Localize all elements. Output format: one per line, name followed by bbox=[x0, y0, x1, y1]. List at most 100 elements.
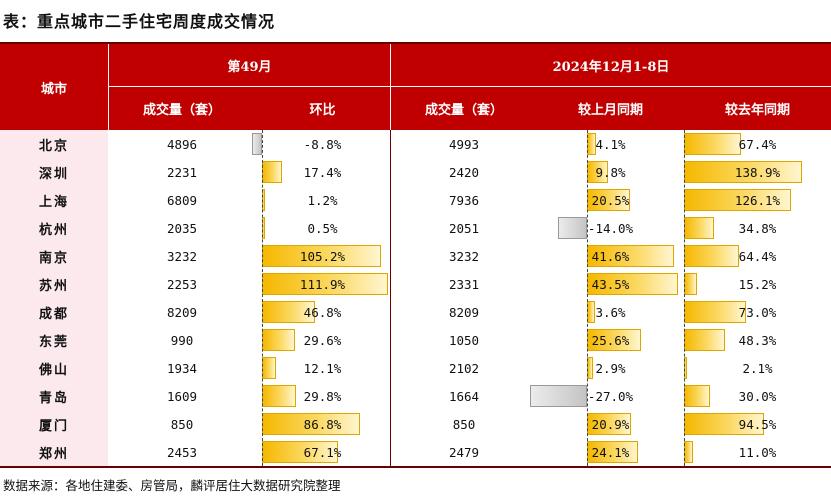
yoy-change-label: 94.5% bbox=[738, 416, 777, 432]
yoy-change: 2.1% bbox=[684, 354, 831, 382]
mom-change-label: 20.9% bbox=[591, 416, 630, 432]
week-volume: 2231 bbox=[166, 164, 198, 180]
table-row: 佛山 1934 12.1% 2102 2.9% 2.1% bbox=[0, 354, 831, 382]
week-volume: 2453 bbox=[166, 444, 198, 460]
yoy-change-label: 67.4% bbox=[738, 136, 777, 152]
city-name: 厦门 bbox=[0, 410, 108, 438]
header-city: 城市 bbox=[0, 44, 108, 130]
yoy-change-label: 126.1% bbox=[734, 192, 781, 208]
period-volume: 2051 bbox=[448, 220, 480, 236]
week-change: 12.1% bbox=[255, 354, 390, 382]
yoy-change: 48.3% bbox=[684, 326, 831, 354]
mom-change-label: 4.1% bbox=[595, 136, 626, 152]
header-period-volume: 成交量（套） bbox=[391, 87, 537, 130]
table-title: 表：重点城市二手住宅周度成交情况 bbox=[3, 12, 276, 31]
mom-change-label: 20.5% bbox=[591, 192, 630, 208]
week-change-label: 111.9% bbox=[299, 276, 346, 292]
period-volume: 2102 bbox=[448, 360, 480, 376]
mom-change: 43.5% bbox=[537, 270, 684, 298]
zero-axis bbox=[262, 130, 263, 466]
yoy-change-label: 11.0% bbox=[738, 444, 777, 460]
week-change: 1.2% bbox=[255, 186, 390, 214]
mom-change-label: 9.8% bbox=[595, 164, 626, 180]
header-yoy: 较去年同期 bbox=[684, 87, 831, 130]
period-volume: 1050 bbox=[448, 332, 480, 348]
table-row: 东莞 990 29.6% 1050 25.6% 48.3% bbox=[0, 326, 831, 354]
table-row: 深圳 2231 17.4% 2420 9.8% 138.9% bbox=[0, 158, 831, 186]
week-change-label: 0.5% bbox=[307, 220, 338, 236]
header-period-group: 2024年12月1-8日 bbox=[391, 44, 831, 86]
period-volume: 3232 bbox=[448, 248, 480, 264]
city-name: 苏州 bbox=[0, 270, 108, 298]
yoy-change: 138.9% bbox=[684, 158, 831, 186]
header-week-group: 第49月 bbox=[109, 44, 390, 86]
week-change: 86.8% bbox=[255, 410, 390, 438]
week-change-bar bbox=[252, 133, 262, 155]
period-volume: 2479 bbox=[448, 444, 480, 460]
zero-axis bbox=[587, 130, 588, 466]
week-change-label: 86.8% bbox=[303, 416, 342, 432]
table-row: 成都 8209 46.8% 8209 3.6% 73.0% bbox=[0, 298, 831, 326]
week-change-label: 1.2% bbox=[307, 192, 338, 208]
yoy-change: 126.1% bbox=[684, 186, 831, 214]
period-volume: 8209 bbox=[448, 304, 480, 320]
mom-change-label: -14.0% bbox=[587, 220, 634, 236]
week-volume: 4896 bbox=[166, 136, 198, 152]
mom-change: 2.9% bbox=[537, 354, 684, 382]
city-name: 郑州 bbox=[0, 438, 108, 466]
yoy-change-label: 138.9% bbox=[734, 164, 781, 180]
mom-change: 9.8% bbox=[537, 158, 684, 186]
mom-change: -27.0% bbox=[537, 382, 684, 410]
week-volume: 990 bbox=[170, 332, 194, 348]
week-change: -8.8% bbox=[255, 130, 390, 158]
source-note: 数据来源：各地住建委、房管局，麟评居住大数据研究院整理 bbox=[3, 478, 341, 493]
yoy-change: 30.0% bbox=[684, 382, 831, 410]
week-change-label: 105.2% bbox=[299, 248, 346, 264]
mom-change: 25.6% bbox=[537, 326, 684, 354]
week-change-label: 29.8% bbox=[303, 388, 342, 404]
yoy-change-label: 15.2% bbox=[738, 276, 777, 292]
header-divider bbox=[108, 44, 109, 130]
table-row: 郑州 2453 67.1% 2479 24.1% 11.0% bbox=[0, 438, 831, 466]
city-name: 青岛 bbox=[0, 382, 108, 410]
top-rule bbox=[0, 42, 831, 44]
mom-change-label: 43.5% bbox=[591, 276, 630, 292]
mom-change-bar bbox=[530, 385, 587, 407]
yoy-change-label: 64.4% bbox=[738, 248, 777, 264]
week-change: 46.8% bbox=[255, 298, 390, 326]
week-volume: 1609 bbox=[166, 388, 198, 404]
table-row: 上海 6809 1.2% 7936 20.5% 126.1% bbox=[0, 186, 831, 214]
week-change-label: -8.8% bbox=[303, 136, 342, 152]
yoy-change-label: 34.8% bbox=[738, 220, 777, 236]
yoy-change: 64.4% bbox=[684, 242, 831, 270]
week-volume: 6809 bbox=[166, 192, 198, 208]
yoy-change: 73.0% bbox=[684, 298, 831, 326]
week-change-label: 17.4% bbox=[303, 164, 342, 180]
mom-change-label: 41.6% bbox=[591, 248, 630, 264]
period-volume: 850 bbox=[452, 416, 476, 432]
table-row: 杭州 2035 0.5% 2051 -14.0% 34.8% bbox=[0, 214, 831, 242]
period-volume: 7936 bbox=[448, 192, 480, 208]
table-row: 北京 4896 -8.8% 4993 4.1% 67.4% bbox=[0, 130, 831, 158]
week-change-label: 12.1% bbox=[303, 360, 342, 376]
table-row: 苏州 2253 111.9% 2331 43.5% 15.2% bbox=[0, 270, 831, 298]
header-divider bbox=[109, 86, 831, 87]
week-volume: 850 bbox=[170, 416, 194, 432]
table-row: 南京 3232 105.2% 3232 41.6% 64.4% bbox=[0, 242, 831, 270]
week-volume: 2253 bbox=[166, 276, 198, 292]
yoy-change: 34.8% bbox=[684, 214, 831, 242]
week-change-label: 46.8% bbox=[303, 304, 342, 320]
mom-change-label: -27.0% bbox=[587, 388, 634, 404]
week-change: 17.4% bbox=[255, 158, 390, 186]
week-volume: 1934 bbox=[166, 360, 198, 376]
week-change: 29.6% bbox=[255, 326, 390, 354]
week-volume: 3232 bbox=[166, 248, 198, 264]
table-row: 厦门 850 86.8% 850 20.9% 94.5% bbox=[0, 410, 831, 438]
table-row: 青岛 1609 29.8% 1664 -27.0% 30.0% bbox=[0, 382, 831, 410]
week-change-label: 29.6% bbox=[303, 332, 342, 348]
yoy-change: 15.2% bbox=[684, 270, 831, 298]
group-divider bbox=[390, 130, 391, 466]
period-volume: 1664 bbox=[448, 388, 480, 404]
header-mom: 较上月同期 bbox=[537, 87, 684, 130]
city-name: 东莞 bbox=[0, 326, 108, 354]
